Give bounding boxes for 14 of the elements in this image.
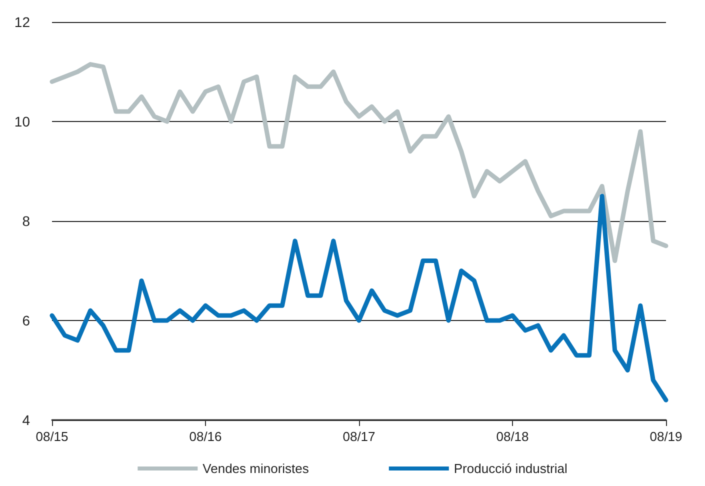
y-tick-label: 10: [14, 114, 30, 130]
x-tick-label: 08/15: [36, 429, 68, 444]
x-tick-label: 08/17: [342, 429, 376, 444]
x-tick-label: 08/19: [650, 429, 682, 444]
y-tick-label: 6: [22, 312, 30, 328]
y-tick-label: 4: [22, 412, 30, 428]
line-series: [50, 62, 668, 264]
legend-label: Vendes minoristes: [202, 461, 310, 476]
y-tick-label: 12: [14, 14, 30, 30]
y-tick-label: 8: [22, 213, 30, 229]
line-series: [50, 194, 668, 402]
legend-label: Producció industrial: [454, 461, 568, 476]
x-tick-label: 08/18: [496, 429, 529, 444]
x-tick-label: 08/16: [189, 429, 222, 444]
